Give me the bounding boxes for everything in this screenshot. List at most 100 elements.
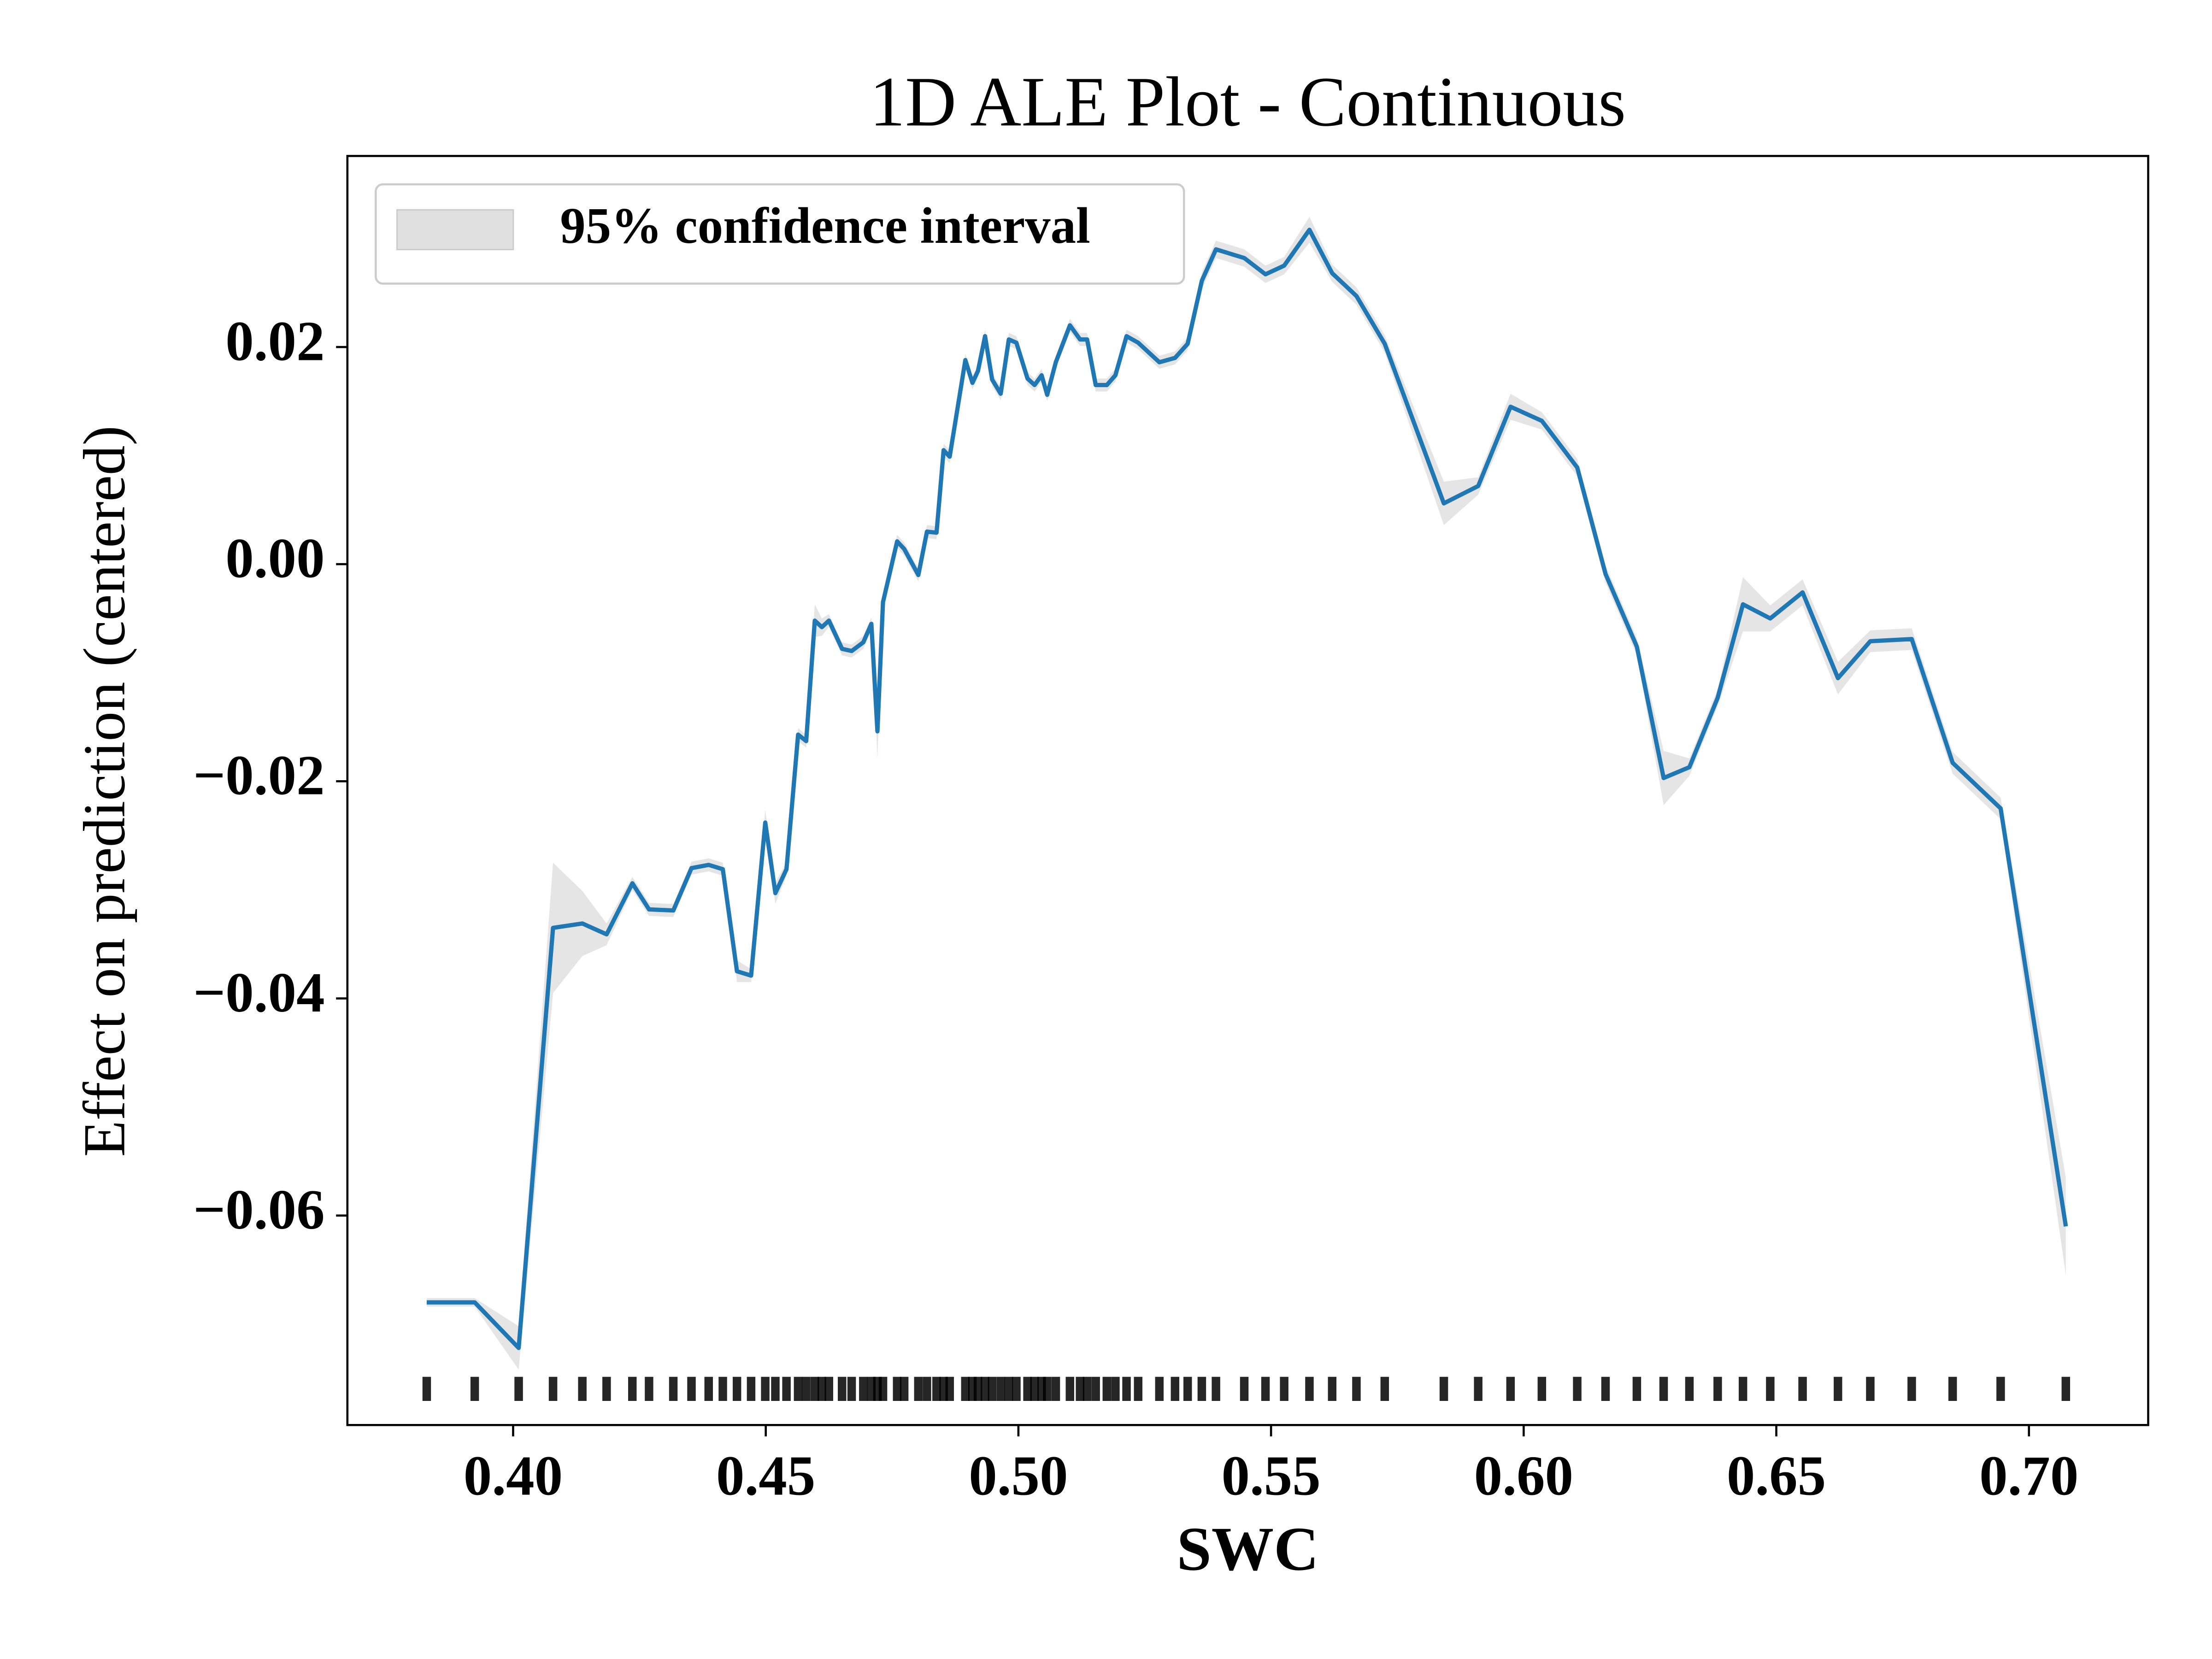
rug-mark: [981, 1377, 989, 1401]
rug-mark: [1506, 1377, 1515, 1401]
rug-mark: [761, 1377, 770, 1401]
rug-mark: [514, 1377, 523, 1401]
rug-mark: [1738, 1377, 1747, 1401]
legend-swatch: [396, 209, 514, 251]
x-tick-label: 0.55: [1221, 1444, 1320, 1507]
rug-mark: [771, 1377, 780, 1401]
line: [426, 228, 2068, 1350]
rug-mark: [1102, 1377, 1112, 1401]
x-tick-label: 0.65: [1727, 1444, 1826, 1507]
rug-mark: [1380, 1377, 1389, 1401]
x-tick-label: 0.50: [969, 1444, 1068, 1507]
rug-mark: [1798, 1377, 1807, 1401]
rug-mark: [645, 1377, 653, 1401]
rug-mark: [1948, 1377, 1957, 1401]
rug-mark: [1280, 1377, 1288, 1401]
x-tick-label: 0.45: [716, 1444, 815, 1507]
rug-mark: [1713, 1377, 1722, 1401]
rug-mark: [1305, 1377, 1314, 1401]
rug-mark: [578, 1377, 587, 1401]
rug-mark: [923, 1377, 931, 1401]
rug-mark: [847, 1377, 856, 1401]
rug-mark: [824, 1377, 833, 1401]
rug-mark: [747, 1377, 756, 1401]
y-tick-label: 0.00: [225, 526, 324, 589]
y-tick-label: 0.02: [225, 309, 324, 372]
rug-mark: [1537, 1377, 1547, 1401]
rug-mark: [422, 1377, 431, 1401]
y-tick-label: −0.04: [193, 961, 324, 1024]
rug-mark: [1766, 1377, 1775, 1401]
rug-mark: [548, 1377, 558, 1401]
x-axis-label: SWC: [1177, 1514, 1318, 1583]
rug-mark: [1051, 1377, 1060, 1401]
rug-mark: [1834, 1377, 1842, 1401]
rug-mark: [1240, 1377, 1249, 1401]
rug-mark: [732, 1377, 741, 1401]
rug-mark: [1023, 1377, 1032, 1401]
rug-mark: [996, 1377, 1005, 1401]
rug-mark: [859, 1377, 868, 1401]
x-tick-label: 0.60: [1474, 1444, 1573, 1507]
rug-mark: [1601, 1377, 1610, 1401]
rug-mark: [782, 1377, 791, 1401]
chart-title: 1D ALE Plot - Continuous: [870, 63, 1626, 141]
x-tick-label: 0.70: [1979, 1444, 2078, 1507]
y-tick-label: −0.06: [193, 1178, 324, 1241]
rug-mark: [802, 1377, 811, 1401]
legend-label: 95% confidence interval: [560, 197, 1090, 254]
rug-mark: [1212, 1377, 1220, 1401]
rug-mark: [1082, 1377, 1092, 1401]
rug-mark: [794, 1377, 803, 1401]
rug-mark: [961, 1377, 970, 1401]
rug-mark: [669, 1377, 678, 1401]
rug-mark: [810, 1377, 819, 1401]
rug-mark: [1866, 1377, 1875, 1401]
rug-mark: [1907, 1377, 1916, 1401]
rug-mark: [878, 1377, 888, 1401]
rug-mark: [1043, 1377, 1052, 1401]
rug-mark: [1065, 1377, 1074, 1401]
rug-mark: [687, 1377, 696, 1401]
rug-mark: [602, 1377, 611, 1401]
rug-mark: [1197, 1377, 1206, 1401]
y-axis-label: Effect on prediction (centered): [71, 425, 137, 1157]
rug-mark: [932, 1377, 941, 1401]
rug-mark: [1261, 1377, 1270, 1401]
rug-mark: [1134, 1377, 1142, 1401]
rug-mark: [1111, 1377, 1120, 1401]
rug-mark: [1352, 1377, 1361, 1401]
rug-mark: [1474, 1377, 1483, 1401]
rug-mark: [1171, 1377, 1180, 1401]
rug-mark: [988, 1377, 997, 1401]
x-tick-label: 0.40: [464, 1444, 563, 1507]
rug-mark: [1183, 1377, 1192, 1401]
rug-mark: [1122, 1377, 1131, 1401]
y-tick-label: −0.02: [193, 744, 324, 807]
rug-mark: [818, 1377, 826, 1401]
rug-mark: [1091, 1377, 1100, 1401]
rug-mark: [2061, 1377, 2071, 1401]
rug-mark: [1439, 1377, 1448, 1401]
rug-mark: [1996, 1377, 2005, 1401]
rug-mark: [1004, 1377, 1013, 1401]
rug-mark: [914, 1377, 923, 1401]
rug-mark: [1012, 1377, 1021, 1401]
rug-mark: [945, 1377, 954, 1401]
rug-mark: [900, 1377, 909, 1401]
rug-mark: [893, 1377, 901, 1401]
rug-mark: [470, 1377, 479, 1401]
rug-mark: [1328, 1377, 1337, 1401]
rug-mark: [1632, 1377, 1641, 1401]
rug-mark: [1155, 1377, 1164, 1401]
rug-mark: [628, 1377, 637, 1401]
rug-mark: [1076, 1377, 1084, 1401]
rug-mark: [1573, 1377, 1582, 1401]
rug-mark: [973, 1377, 982, 1401]
rug-mark: [718, 1377, 727, 1401]
rug-mark: [1659, 1377, 1668, 1401]
legend-box: [375, 183, 1185, 285]
rug-mark: [1030, 1377, 1039, 1401]
plot-frame: [346, 155, 2149, 1426]
